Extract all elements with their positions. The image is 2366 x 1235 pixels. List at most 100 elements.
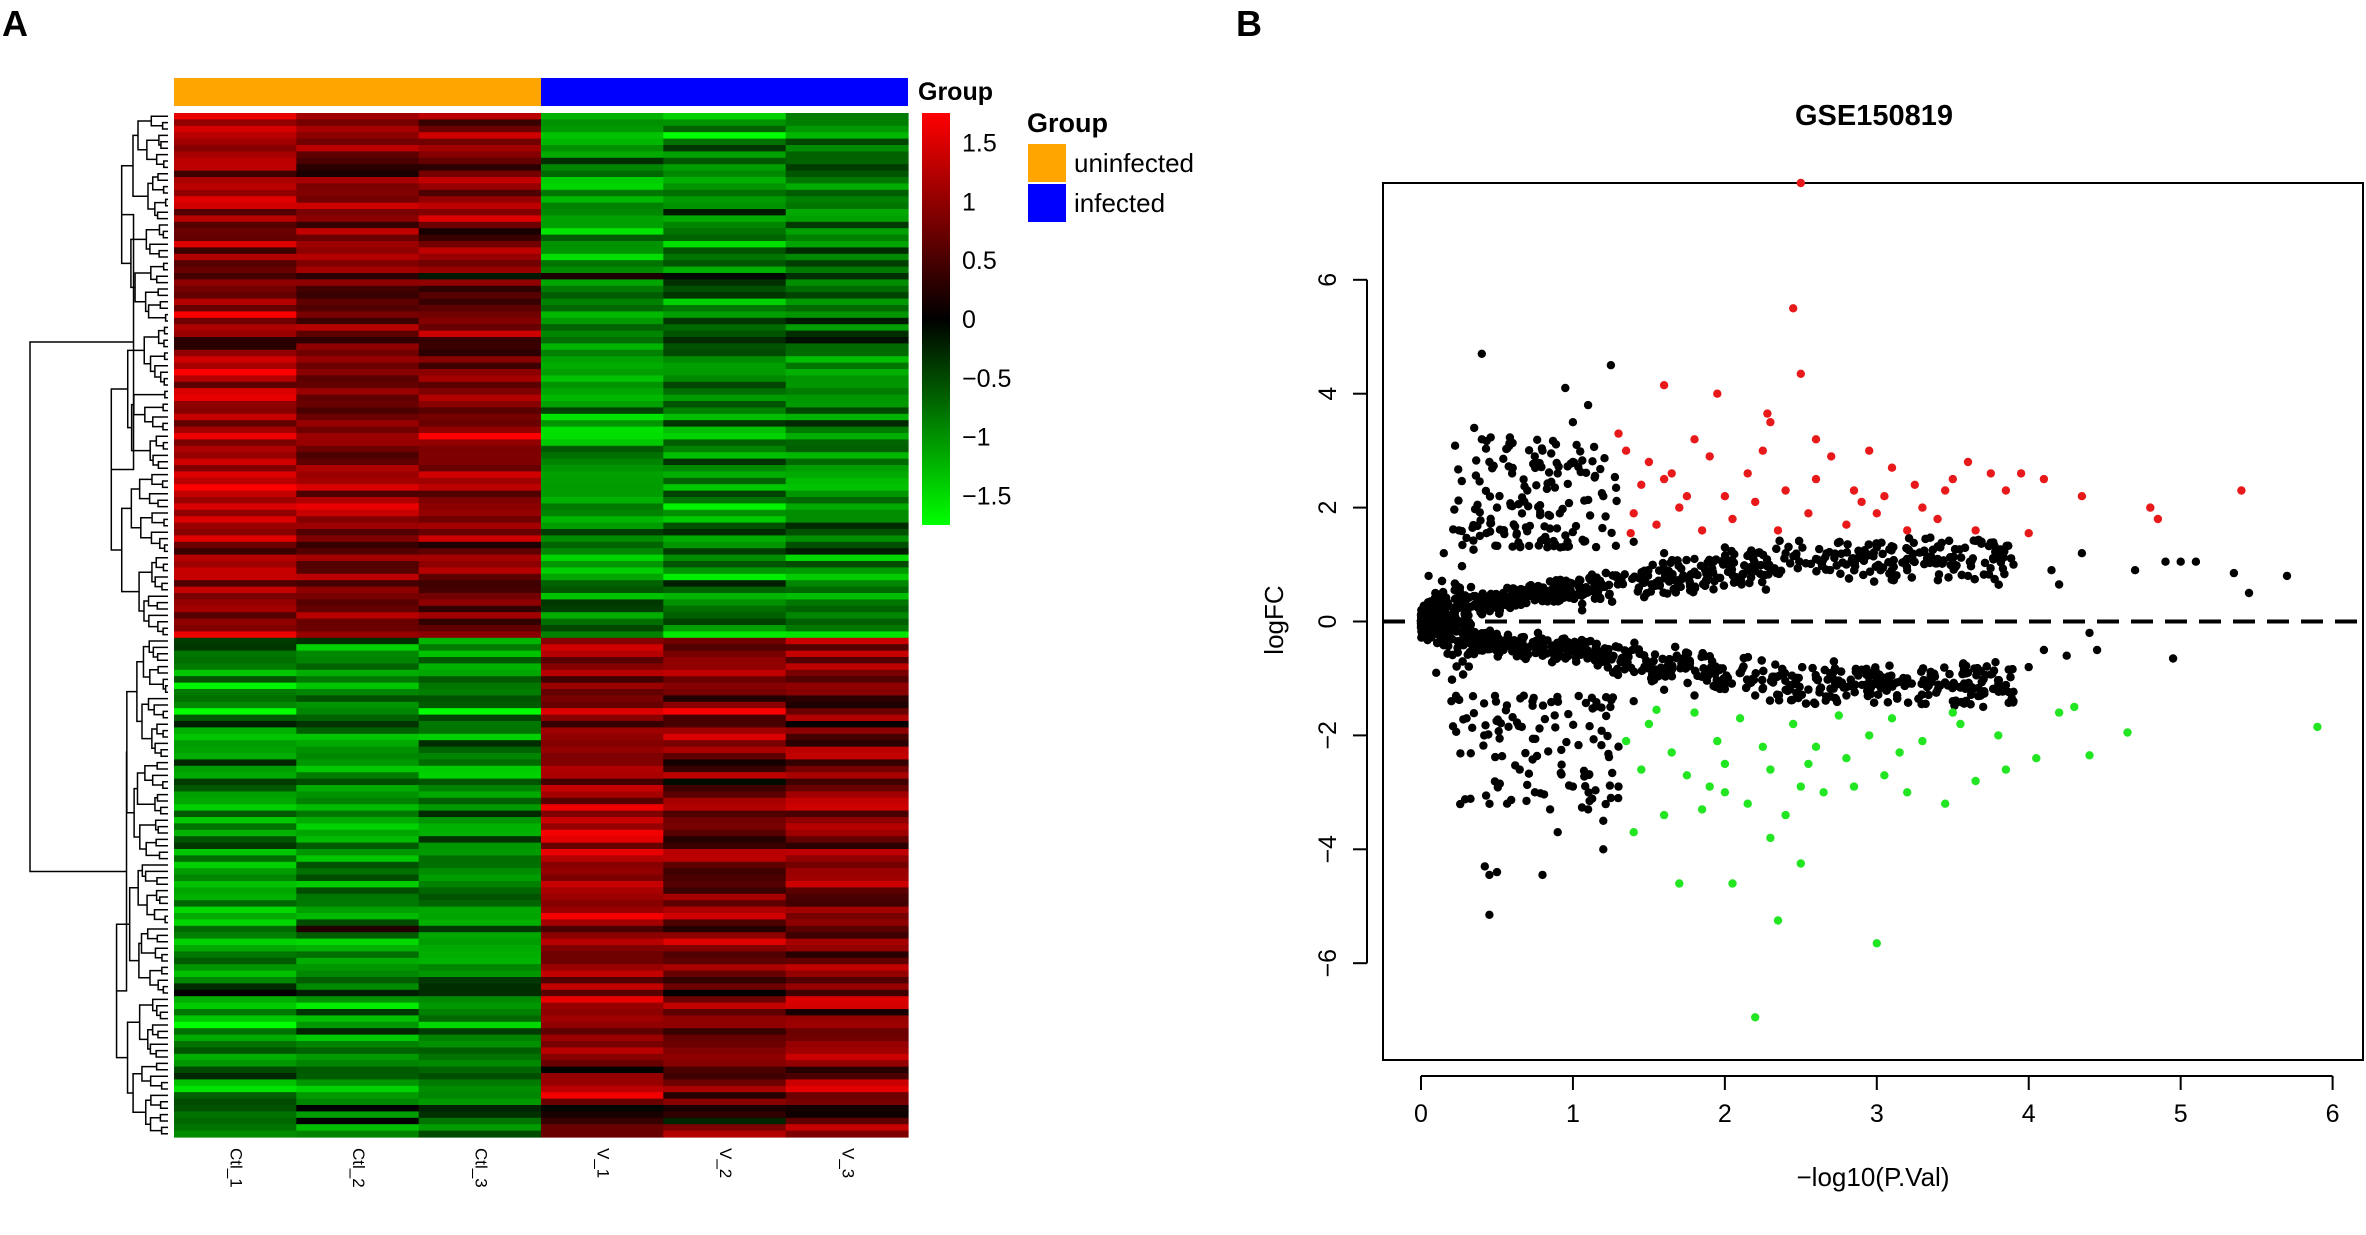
dendrogram-branch: [164, 390, 168, 399]
point-not-significant: [1515, 765, 1524, 774]
heatmap-cell: [663, 1021, 787, 1029]
heatmap-cell: [418, 586, 542, 594]
heatmap-cell: [174, 522, 297, 530]
point-not-significant: [1450, 441, 1460, 450]
point-not-significant: [1811, 699, 1820, 709]
heatmap-cell: [296, 631, 420, 639]
heatmap-cell: [541, 1028, 664, 1036]
point-not-significant: [1864, 540, 1874, 549]
point-not-significant: [1476, 516, 1485, 525]
heatmap-cell: [785, 772, 909, 780]
point-not-significant: [1836, 667, 1846, 676]
heatmap-cell: [174, 612, 297, 620]
dendrogram-branch: [154, 201, 166, 217]
point-not-significant: [1557, 745, 1566, 755]
heatmap-cell: [663, 1117, 787, 1125]
heatmap-cell: [296, 989, 420, 997]
point-not-significant: [2282, 571, 2292, 581]
heatmap-cell: [174, 484, 297, 492]
point-not-significant: [1804, 685, 1813, 694]
y-tick-label: 4: [1314, 387, 1342, 401]
column-label: Ctl_1: [227, 1148, 246, 1188]
point-not-significant: [1458, 603, 1468, 612]
heatmap-cell: [541, 708, 664, 716]
heatmap-cell: [785, 503, 909, 511]
heatmap-cell: [174, 810, 297, 818]
heatmap-cell: [541, 477, 664, 485]
heatmap-cell: [663, 893, 787, 901]
heatmap-cell: [541, 145, 664, 152]
point-not-significant: [1529, 459, 1538, 469]
heatmap-cell: [541, 164, 664, 172]
point-upregulated: [1804, 509, 1813, 518]
point-downregulated: [1956, 719, 1965, 729]
point-not-significant: [1485, 607, 1494, 616]
point-not-significant: [1648, 560, 1657, 570]
point-not-significant: [1956, 553, 1966, 562]
heatmap-cell: [541, 913, 664, 920]
point-not-significant: [1517, 509, 1527, 518]
point-not-significant: [1629, 537, 1638, 546]
heatmap-cell: [418, 1111, 542, 1119]
heatmap-cell: [174, 189, 297, 197]
point-not-significant: [2244, 588, 2254, 598]
heatmap-cell: [785, 407, 909, 415]
dendrogram-branch: [162, 230, 168, 239]
heatmap-cell: [418, 145, 542, 152]
heatmap-cell: [785, 241, 909, 248]
point-not-significant: [1495, 491, 1504, 501]
dendrogram-branch: [158, 851, 168, 860]
heatmap-cell: [174, 1060, 297, 1068]
heatmap-cell: [541, 196, 664, 204]
point-not-significant: [1815, 688, 1824, 697]
point-not-significant: [1528, 701, 1537, 710]
heatmap-cell: [174, 561, 297, 568]
heatmap-cell: [174, 759, 297, 767]
point-not-significant: [1919, 675, 1928, 685]
row-dendrogram: [29, 115, 168, 1135]
point-not-significant: [1472, 456, 1481, 465]
point-not-significant: [1556, 543, 1565, 552]
heatmap-cell: [296, 554, 420, 562]
point-not-significant: [1736, 668, 1745, 678]
heatmap-cell: [418, 202, 542, 210]
heatmap-cell: [418, 810, 542, 818]
point-not-significant: [1526, 581, 1536, 590]
dendrogram-branch: [152, 416, 168, 428]
heatmap-cell: [418, 669, 542, 677]
point-downregulated: [1751, 1013, 1760, 1022]
heatmap-cell: [663, 637, 787, 645]
point-not-significant: [1454, 526, 1464, 535]
point-not-significant: [2085, 628, 2094, 638]
heatmap-cell: [174, 945, 297, 952]
heatmap-cell: [663, 817, 787, 824]
heatmap-cell: [174, 541, 297, 549]
dendrogram-branch: [137, 120, 152, 151]
point-not-significant: [1654, 672, 1663, 681]
point-not-significant: [1437, 576, 1447, 586]
dendrogram-branch: [162, 985, 168, 994]
heatmap-cell: [785, 413, 909, 421]
heatmap-cell: [174, 343, 297, 351]
point-upregulated: [1971, 526, 1980, 535]
dendrogram-branch: [134, 272, 151, 303]
heatmap-cell: [418, 721, 542, 728]
dendrogram-branch: [156, 793, 168, 802]
heatmap-cell: [663, 145, 787, 152]
heatmap-cell: [663, 484, 787, 492]
point-not-significant: [1556, 768, 1566, 778]
dendrogram-branch: [141, 1065, 157, 1082]
heatmap-cell: [174, 330, 297, 338]
heatmap-cell: [663, 1015, 787, 1023]
point-not-significant: [1603, 731, 1612, 741]
heatmap-cell: [296, 375, 420, 383]
heatmap-cell: [418, 957, 542, 965]
point-not-significant: [1869, 698, 1879, 707]
heatmap-cell: [785, 1079, 909, 1087]
heatmap-cell: [663, 1073, 787, 1080]
heatmap-cell: [296, 266, 420, 274]
heatmap-cell: [541, 772, 664, 780]
heatmap-cell: [418, 612, 542, 620]
color-scale-tick: 0.5: [962, 247, 997, 275]
dendrogram-branch: [151, 1024, 168, 1036]
